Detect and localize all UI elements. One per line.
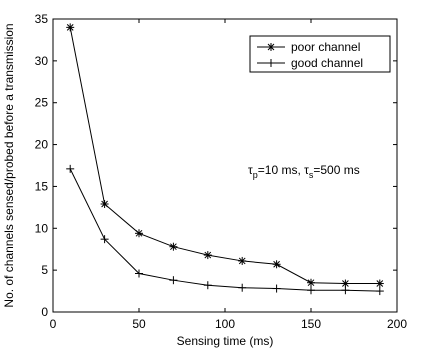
series-layer [66,23,384,296]
data-point [203,281,212,290]
data-point [272,260,281,269]
tau-s-subscript: s [309,170,314,180]
legend-box [249,35,391,73]
data-point [341,279,350,288]
data-point [238,283,247,292]
legend-label: poor channel [291,40,360,54]
data-point [100,200,109,209]
parameter-annotation: τp=10 ms, τs=500 ms [248,163,360,180]
x-tick-label: 150 [301,317,321,331]
tau-p-symbol: τ [248,163,253,177]
x-tick-label: 100 [215,317,235,331]
y-tick-label: 10 [35,221,49,235]
tau-s-symbol: τ [304,163,309,177]
data-point [169,276,178,285]
data-point [203,251,212,260]
tau-p-value: =10 ms, [258,163,304,177]
y-tick-label: 35 [35,12,49,26]
data-point [375,279,384,288]
data-point [135,229,143,238]
x-axis-label: Sensing time (ms) [177,334,274,348]
data-point [100,235,109,244]
legend: poor channel good channel [249,35,391,73]
y-tick-label: 30 [35,54,49,68]
series-line-2 [69,168,380,292]
ticks-layer: 0 50 100 150 200 0 5 10 15 20 25 30 35 [35,12,408,331]
y-axis-label: No. of channels sensed/probed before a t… [2,23,16,307]
series-line-1 [69,27,380,285]
y-tick-label: 15 [35,179,49,193]
data-point [307,278,315,287]
x-tick-label: 200 [387,317,407,331]
data-point [272,284,281,293]
legend-marker [267,59,275,67]
data-point [341,286,350,295]
y-tick-label: 5 [41,263,48,277]
data-point [307,286,315,295]
y-tick-label: 20 [35,138,49,152]
tau-p-subscript: p [253,170,258,180]
x-tick-label: 50 [132,317,146,331]
tau-s-value: =500 ms [313,163,359,177]
data-point [135,269,143,278]
data-point [238,256,247,265]
y-tick-label: 0 [41,305,48,319]
data-point [66,23,75,32]
legend-label: good channel [291,56,363,70]
legend-marker [267,43,275,51]
y-tick-label: 25 [35,96,49,110]
legend-items: poor channel good channel [257,40,363,70]
data-point [169,242,178,251]
x-tick-label: 0 [50,317,57,331]
data-point [66,164,75,173]
data-point [375,287,384,296]
